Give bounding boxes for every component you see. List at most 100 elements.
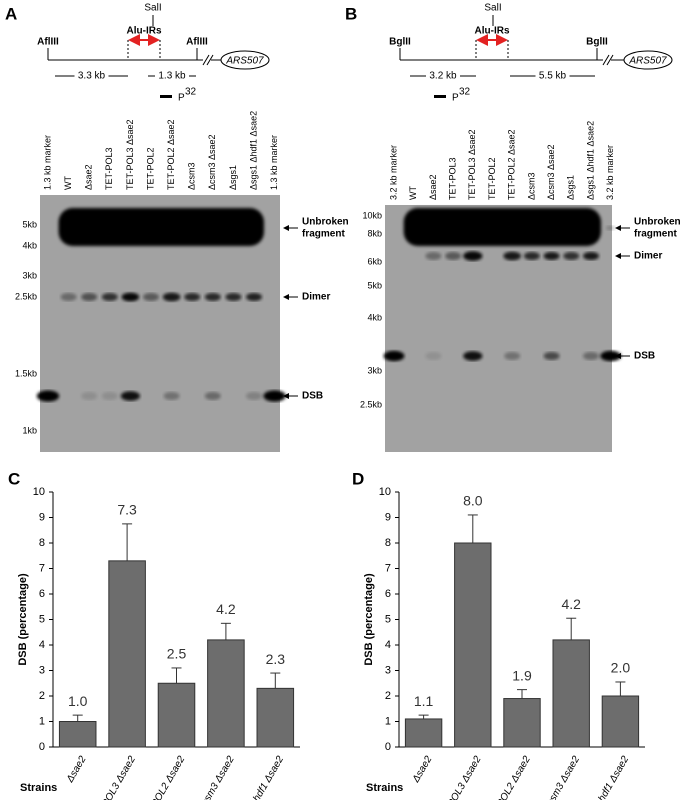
value-label: 2.3 <box>266 651 286 667</box>
y-tick-label: 5 <box>39 613 45 625</box>
bar <box>157 682 196 748</box>
lane-label: Δsae2 <box>84 164 94 190</box>
y-tick-label: 4 <box>39 639 45 651</box>
value-label: 1.9 <box>512 667 532 683</box>
gel-band <box>121 292 140 302</box>
gel-band <box>605 225 616 231</box>
size-label: 3kb <box>22 270 37 280</box>
size-label: 2.5kb <box>15 291 37 301</box>
panel-label: A <box>5 4 17 23</box>
gel-band <box>425 252 442 260</box>
y-tick-label: 9 <box>385 511 391 523</box>
lane-label: Δcsm3 Δsae2 <box>207 134 217 190</box>
size-label: 4kb <box>22 240 37 250</box>
y-tick-label: 0 <box>385 741 391 753</box>
scale-label: 3.3 kb <box>78 71 106 82</box>
gel-band <box>503 251 521 261</box>
y-tick-label: 8 <box>385 537 391 549</box>
scale-label: 5.5 kb <box>539 71 567 82</box>
lane-label: TET-POL3 Δsae2 <box>467 129 477 200</box>
lane-label: WT <box>63 176 73 190</box>
gel-band <box>101 392 118 400</box>
annotation: fragment <box>302 229 345 240</box>
value-label: 2.0 <box>611 660 631 676</box>
gel-band <box>445 252 462 260</box>
gel-band <box>225 293 242 301</box>
value-label: 4.2 <box>561 596 581 612</box>
scale-label: 1.3 kb <box>158 71 186 82</box>
gel-band <box>163 392 180 400</box>
size-label: 6kb <box>367 256 382 266</box>
y-axis-label: DSB (percentage) <box>363 573 375 666</box>
y-tick-label: 5 <box>385 613 391 625</box>
y-tick-label: 8 <box>39 537 45 549</box>
lane-label: 3.2 kb marker <box>388 145 398 200</box>
value-label: 4.2 <box>216 601 236 617</box>
lane-label: TET-POL3 <box>104 147 114 190</box>
lane-label: Δsgs1 Δhdf1 Δsae2 <box>248 111 258 190</box>
y-tick-label: 3 <box>385 664 391 676</box>
gel-band <box>101 293 118 301</box>
y-tick-label: 1 <box>39 715 45 727</box>
y-tick-label: 10 <box>379 486 391 498</box>
size-label: 3kb <box>367 365 382 375</box>
origin-shape <box>220 50 270 70</box>
bar <box>503 698 541 748</box>
gel-band <box>246 392 262 400</box>
probe-superscript: 32 <box>459 87 471 98</box>
lane-label: TET-POL3 <box>447 157 457 200</box>
y-tick-label: 7 <box>385 562 391 574</box>
size-label: 4kb <box>367 312 382 322</box>
y-tick-label: 3 <box>39 664 45 676</box>
gel-band <box>120 391 140 401</box>
scale-label-bg <box>155 70 189 82</box>
gel-band <box>162 292 181 302</box>
size-label: 5kb <box>22 219 37 229</box>
panel-label: C <box>8 469 20 488</box>
lane-label: Δcsm3 <box>187 162 197 190</box>
lane-label: Δsae2 <box>428 174 438 200</box>
lane-label: Δsgs1 <box>228 165 238 190</box>
x-tick-label: TET-POL3 Δsae2 <box>435 754 484 800</box>
probe-label: P <box>178 93 185 104</box>
gel-band <box>58 208 264 246</box>
bar <box>256 687 295 748</box>
gel-band <box>383 350 405 362</box>
repeat-label: Alu-IRs <box>127 26 162 37</box>
bar <box>58 721 97 748</box>
annotation: Unbroken <box>634 217 681 228</box>
map-break <box>602 54 610 66</box>
bar <box>108 560 146 748</box>
lane-label: Δsgs1 <box>566 175 576 200</box>
lane-label: WT <box>408 186 418 200</box>
bar <box>552 639 590 748</box>
gel-band <box>425 352 442 360</box>
origin-label: ARS507 <box>628 56 667 67</box>
site-label: AflIII <box>186 37 208 48</box>
y-tick-label: 7 <box>39 562 45 574</box>
lane-label: TET-POL2 <box>145 147 155 190</box>
gel <box>385 205 612 452</box>
size-label: 1.5kb <box>15 368 37 378</box>
size-label: 8kb <box>367 228 382 238</box>
gel-band <box>463 251 483 261</box>
y-tick-label: 1 <box>385 715 391 727</box>
gel-band <box>81 293 98 301</box>
x-tick-label: Δcsm3 Δsae2 <box>541 754 582 800</box>
x-tick-label: Δcsm3 Δsae2 <box>196 754 237 800</box>
x-axis-label: Strains <box>20 782 57 794</box>
gel-band <box>403 208 601 246</box>
bar <box>404 718 443 748</box>
origin-label: ARS507 <box>225 56 264 67</box>
gel-band <box>60 293 77 301</box>
repeat-label: Alu-IRs <box>475 26 510 37</box>
x-tick-label: Δsae2 <box>410 754 434 785</box>
y-tick-label: 6 <box>385 588 391 600</box>
gel-band <box>204 392 221 400</box>
gel-band <box>583 252 599 260</box>
probe-bar <box>160 95 172 98</box>
x-tick-label: Δsae2 <box>64 754 88 785</box>
gel-band <box>463 351 483 361</box>
value-label: 8.0 <box>463 493 483 509</box>
